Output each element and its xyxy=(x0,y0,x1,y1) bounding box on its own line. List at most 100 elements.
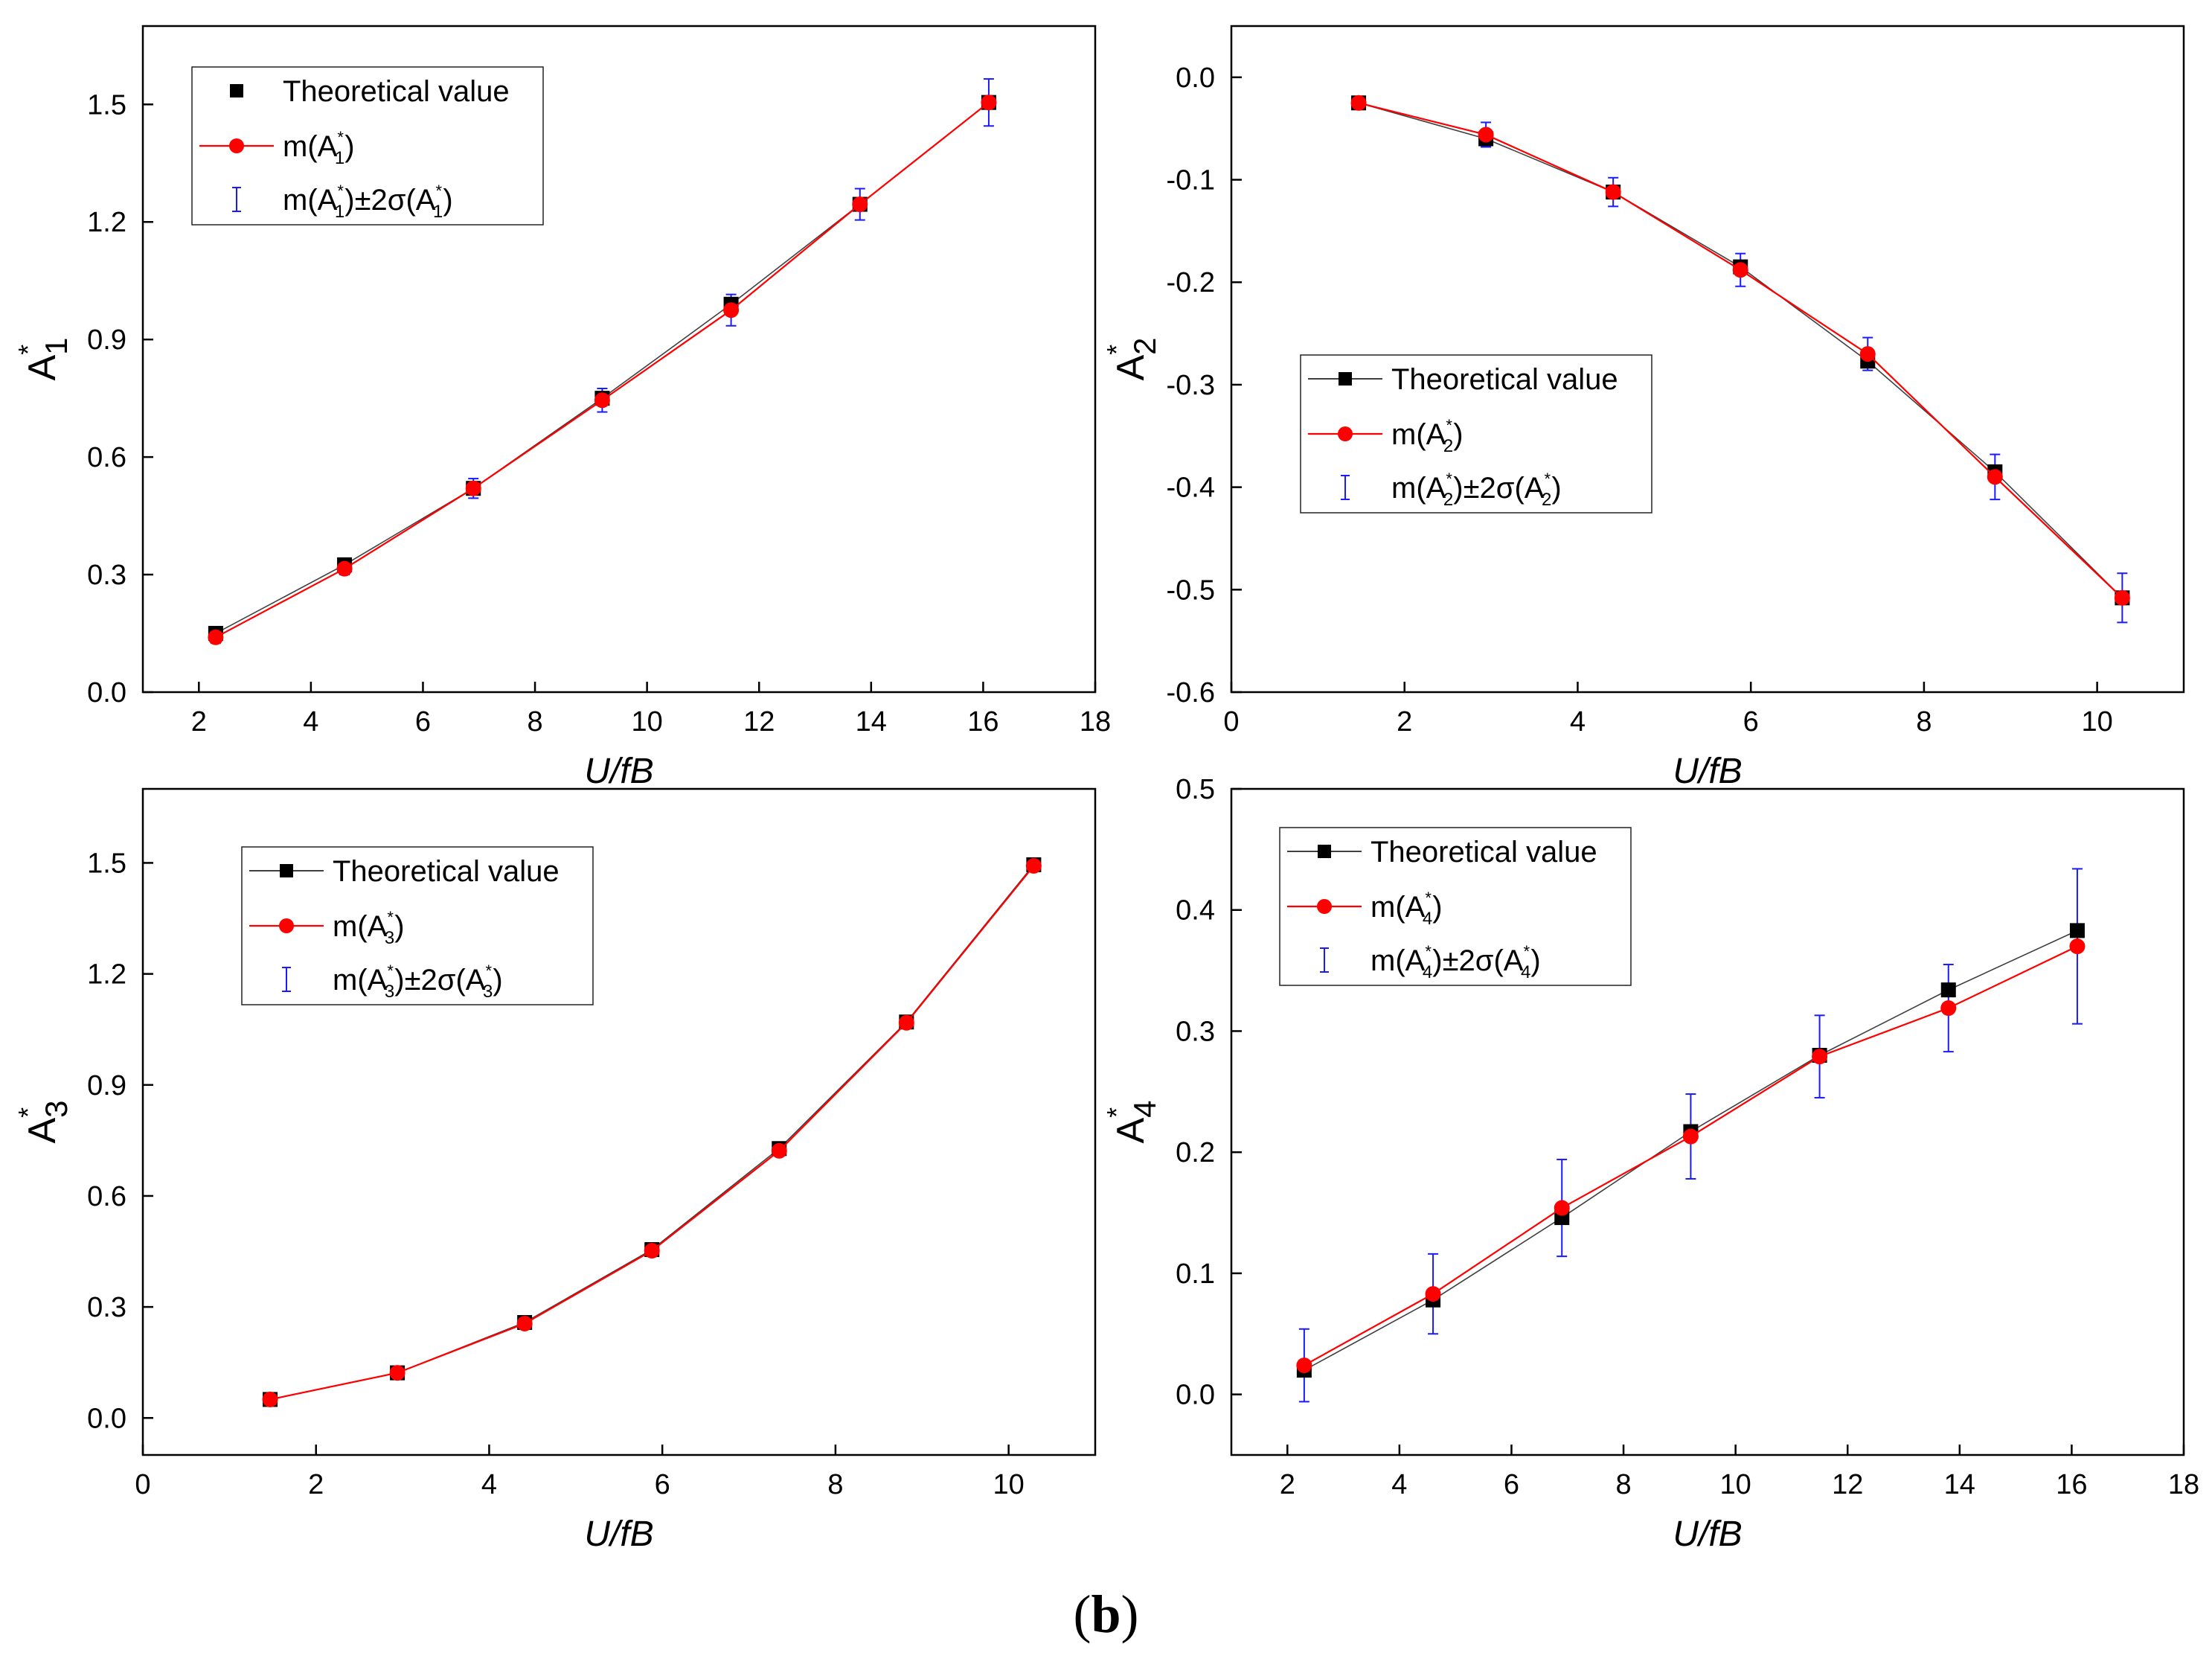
point-mean xyxy=(723,302,740,319)
legend-entry-2-after: ) xyxy=(344,130,354,163)
x-tick-label: 6 xyxy=(415,706,431,738)
x-tick-label: 18 xyxy=(1080,706,1111,738)
point-mean xyxy=(1732,262,1748,278)
x-tick-label: 10 xyxy=(993,1469,1024,1500)
x-tick-label: 8 xyxy=(1916,706,1932,738)
legend-entry-2-sup: * xyxy=(1446,416,1452,435)
y-tick-label: 0.3 xyxy=(87,560,126,591)
x-tick-label: 2 xyxy=(1397,706,1412,738)
legend-entry-2: m(A* 1) xyxy=(283,128,355,168)
x-tick-label: 4 xyxy=(303,706,318,738)
y-axis-label: A*4 xyxy=(1101,1100,1162,1143)
legend-entry-2: m(A* 4) xyxy=(1371,889,1443,929)
point-mean xyxy=(389,1365,405,1381)
point-mean xyxy=(1682,1128,1699,1145)
legend-entry-3: m(A* 4)±2σ(A* 4) xyxy=(1371,942,1541,982)
legend-circle-icon xyxy=(1317,899,1332,914)
point-mean xyxy=(1350,95,1367,111)
legend-entry-3-after2: ) xyxy=(493,964,502,997)
point-mean xyxy=(208,629,224,645)
x-tick-label: 6 xyxy=(1743,706,1759,738)
x-tick-label: 14 xyxy=(1944,1469,1975,1500)
point-mean xyxy=(771,1142,787,1159)
x-tick-label: 12 xyxy=(743,706,775,738)
y-tick-label: 0.3 xyxy=(1176,1016,1215,1047)
y-axis-label: A*1 xyxy=(13,337,74,380)
legend-entry-3: m(A* 1)±2σ(A* 1) xyxy=(283,182,453,222)
legend-entry-3-sub2: 1 xyxy=(433,202,443,222)
y-tick-label: -0.3 xyxy=(1167,370,1215,401)
legend-entry-2-sub: 4 xyxy=(1423,909,1432,929)
legend-entry-2-text: m(A xyxy=(1371,891,1426,924)
legend-entry-2-text: m(A xyxy=(283,130,338,163)
x-tick-label: 4 xyxy=(1391,1469,1407,1500)
legend-entry-2-sub: 2 xyxy=(1443,436,1453,456)
figure-caption: (b) xyxy=(0,1584,2212,1645)
x-tick-label: 18 xyxy=(2168,1469,2199,1500)
x-tick-label: 8 xyxy=(827,1469,843,1500)
legend-entry-1: Theoretical value xyxy=(1391,363,1618,396)
legend-entry-3-text: m(A xyxy=(283,184,338,217)
x-tick-label: 8 xyxy=(527,706,542,738)
legend-entry-3-after2: ) xyxy=(1551,472,1561,505)
legend-entry-3-sub2: 3 xyxy=(483,982,493,1002)
x-tick-label: 10 xyxy=(632,706,663,738)
legend-entry-3-sub: 2 xyxy=(1443,490,1453,510)
y-tick-label: 0.6 xyxy=(87,442,126,473)
point-theoretical xyxy=(1940,982,1956,998)
point-mean xyxy=(1025,857,1042,874)
panel-A1: 2 4 6 8 10 12 14 16 180.00.30.60.91.21.5U/fBA*1T… xyxy=(13,25,1111,791)
legend-square-icon xyxy=(1339,372,1352,386)
legend-entry-2-sup: * xyxy=(337,128,344,147)
legend-entry-3: m(A* 2)±2σ(A* 2) xyxy=(1391,470,1562,510)
legend-circle-icon xyxy=(229,138,244,153)
legend-entry-1-text: Theoretical value xyxy=(1371,836,1597,869)
legend-entry-3-sub2: 2 xyxy=(1542,490,1551,510)
x-tick-label: 10 xyxy=(2081,706,2112,738)
y-axis-label: A*2 xyxy=(1101,337,1162,380)
point-mean xyxy=(1296,1357,1312,1374)
legend-entry-1: Theoretical value xyxy=(1371,836,1597,869)
y-tick-label: 1.2 xyxy=(87,207,126,238)
y-axis-label-sub: 2 xyxy=(1127,337,1162,354)
y-tick-label: 0.1 xyxy=(1176,1258,1215,1290)
legend-entry-3-after: )±2σ(A xyxy=(344,184,436,217)
legend-entry-1-text: Theoretical value xyxy=(283,75,510,108)
y-tick-label: 0.9 xyxy=(87,324,126,356)
point-mean xyxy=(1554,1200,1570,1216)
caption-open: ( xyxy=(1073,1584,1091,1644)
y-tick-label: 0.0 xyxy=(87,1403,126,1434)
legend-circle-icon xyxy=(1338,426,1353,441)
x-axis-label: U/fB xyxy=(1673,752,1742,791)
y-axis-label: A*3 xyxy=(13,1100,74,1143)
legend-entry-2-after: ) xyxy=(394,910,404,943)
y-tick-label: -0.6 xyxy=(1167,677,1215,709)
panel-A3: 0 2 4 6 8 100.00.30.60.91.21.5U/fBA*3Theoreti… xyxy=(13,787,1097,1554)
y-tick-label: -0.2 xyxy=(1167,267,1215,298)
x-tick-label: 0 xyxy=(1223,706,1239,738)
point-mean xyxy=(262,1391,278,1407)
y-tick-label: 0.4 xyxy=(1176,895,1215,927)
point-mean xyxy=(1940,1000,1957,1017)
y-tick-label: 0.9 xyxy=(87,1070,126,1101)
legend-entry-3-sup: * xyxy=(1446,470,1452,488)
legend-entry-2-sup: * xyxy=(1425,889,1432,907)
caption-close: ) xyxy=(1121,1584,1139,1644)
legend-entry-1: Theoretical value xyxy=(283,75,510,108)
y-axis-label-base: A xyxy=(1109,355,1153,381)
y-axis-label-sup: * xyxy=(1101,1107,1132,1118)
y-axis-label-sub: 1 xyxy=(39,337,74,354)
legend-entry-1-text: Theoretical value xyxy=(1391,363,1618,396)
legend-entry-2-text: m(A xyxy=(1391,418,1446,451)
y-axis-label-sub: 3 xyxy=(39,1100,74,1117)
x-tick-label: 10 xyxy=(1720,1469,1751,1500)
point-mean xyxy=(336,560,353,577)
legend-square-icon xyxy=(280,864,293,877)
legend-entry-3-sub2: 4 xyxy=(1521,962,1530,982)
y-tick-label: 0.5 xyxy=(1176,774,1215,805)
legend-entry-2: m(A* 3) xyxy=(333,908,405,948)
legend-entry-3-sup2: * xyxy=(1523,942,1530,961)
